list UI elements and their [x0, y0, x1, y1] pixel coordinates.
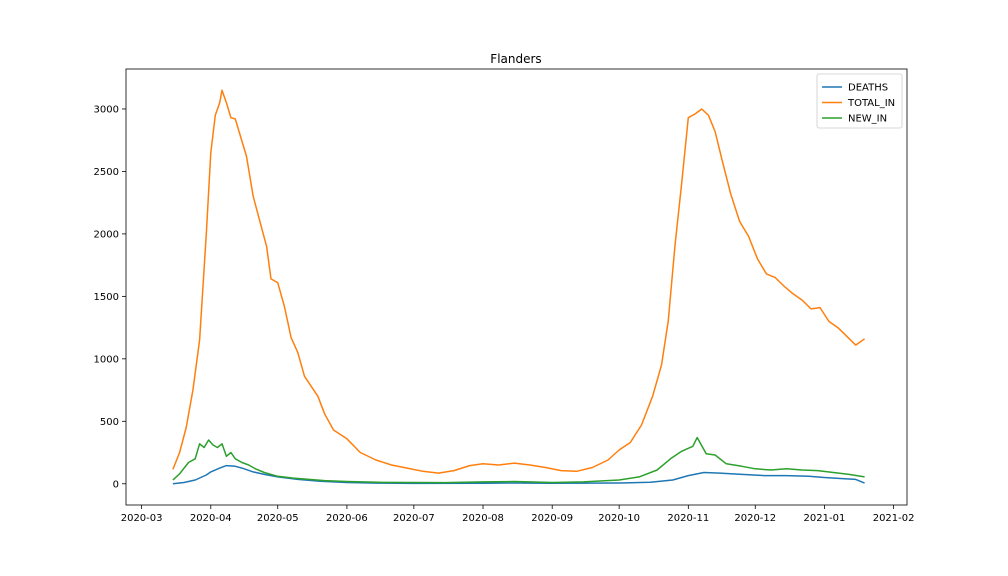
legend-label: NEW_IN: [848, 114, 887, 125]
x-tick-label: 2020-06: [326, 513, 368, 524]
y-axis: 0 500 1000 1500 2000 2500 3000: [94, 104, 126, 490]
y-tick-label: 2000: [94, 229, 119, 240]
y-tick-label: 3000: [94, 104, 119, 115]
y-tick-label: 0: [113, 479, 119, 490]
y-tick-label: 1000: [94, 354, 119, 365]
y-tick-label: 1500: [94, 292, 119, 303]
x-tick-label: 2020-03: [121, 513, 163, 524]
plot-area-frame: [125, 68, 908, 506]
x-tick-label: 2020-11: [667, 513, 709, 524]
x-tick-label: 2020-04: [190, 513, 232, 524]
x-tick-label: 2020-08: [462, 513, 504, 524]
x-tick-label: 2020-07: [393, 513, 435, 524]
x-tick-label: 2020-12: [734, 513, 776, 524]
x-tick-label: 2020-05: [257, 513, 299, 524]
y-tick-label: 500: [100, 417, 119, 428]
series-line-total-in: [172, 89, 866, 474]
series-line-new-in: [172, 436, 865, 484]
x-tick-label: 2021-02: [873, 513, 915, 524]
x-tick-label: 2020-09: [531, 513, 573, 524]
x-axis: 2020-03 2020-04 2020-05 2020-06 2020-07 2020-…: [121, 505, 915, 524]
series-layer: [172, 89, 866, 485]
legend: DEATHS TOTAL_IN NEW_IN: [816, 73, 903, 129]
series-line-deaths: [172, 464, 865, 485]
x-tick-label: 2020-10: [598, 513, 640, 524]
legend-label: TOTAL_IN: [847, 98, 895, 109]
x-tick-label: 2021-01: [804, 513, 846, 524]
legend-label: DEATHS: [848, 83, 888, 94]
y-tick-label: 2500: [94, 167, 119, 178]
chart-title: Flanders: [490, 52, 541, 66]
